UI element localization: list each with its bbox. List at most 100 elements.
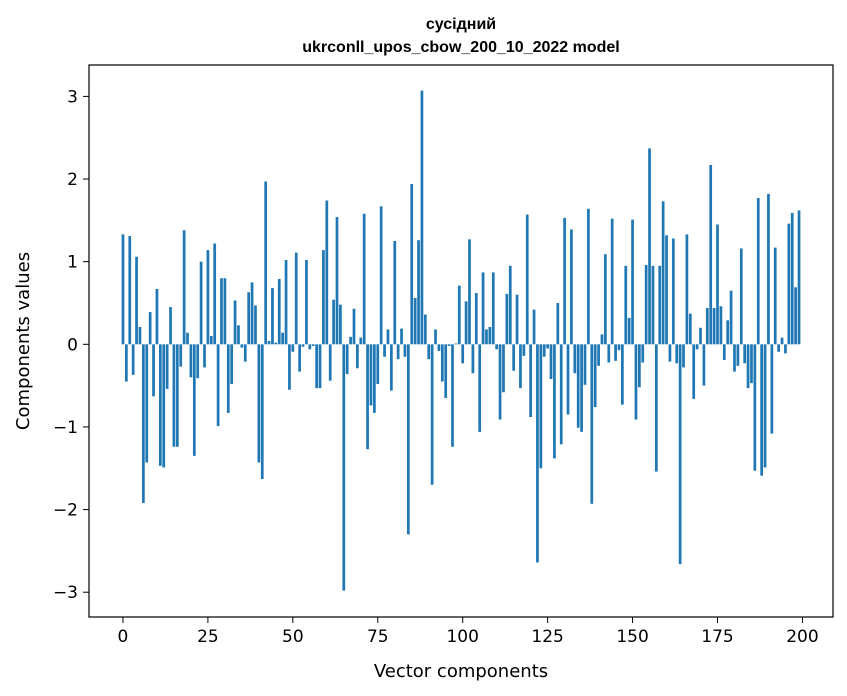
bar-134	[576, 344, 580, 428]
bar-139	[593, 344, 597, 408]
bar-171	[702, 344, 706, 386]
bar-59	[322, 250, 325, 345]
bar-9	[152, 344, 155, 397]
x-tick-label: 150	[616, 627, 648, 647]
bar-53	[301, 344, 305, 347]
bar-45	[274, 342, 278, 345]
bar-121	[532, 309, 536, 345]
bar-115	[512, 344, 516, 371]
y-tick-label: 3	[67, 87, 78, 107]
bar-8	[148, 312, 152, 345]
bar-86	[413, 298, 417, 345]
bar-109	[491, 272, 495, 345]
bar-40	[257, 344, 261, 463]
bar-185	[750, 344, 753, 384]
bar-126	[549, 344, 553, 380]
bar-13	[165, 344, 169, 389]
bar-21	[192, 344, 196, 456]
bar-164	[678, 344, 682, 565]
x-tick-label: 175	[701, 627, 733, 647]
bar-130	[563, 217, 566, 345]
bar-146	[617, 344, 621, 351]
bar-41	[260, 344, 264, 479]
bar-2	[128, 236, 132, 345]
bar-29	[220, 278, 223, 345]
bar-84	[406, 344, 410, 535]
bar-140	[597, 344, 600, 366]
bar-85	[410, 183, 414, 345]
bar-36	[243, 344, 247, 362]
bar-176	[719, 306, 723, 345]
bar-5	[138, 326, 142, 345]
bar-165	[682, 344, 685, 368]
bar-56	[311, 344, 315, 346]
bar-47	[281, 332, 284, 345]
bar-42	[264, 181, 268, 345]
bar-158	[658, 265, 662, 345]
bar-52	[298, 344, 301, 372]
bar-133	[573, 344, 577, 374]
bar-152	[638, 344, 641, 388]
bar-43	[267, 341, 271, 345]
bar-175	[716, 224, 719, 345]
bar-44	[271, 288, 274, 345]
bar-97	[451, 344, 454, 447]
bar-169	[695, 344, 699, 350]
bar-81	[396, 344, 400, 360]
bar-6	[142, 344, 145, 503]
bar-90	[427, 344, 431, 360]
bar-31	[226, 344, 230, 413]
bar-174	[712, 307, 716, 345]
bar-156	[651, 265, 655, 345]
x-tick-label: 75	[367, 627, 389, 647]
bar-110	[495, 344, 499, 350]
bar-180	[733, 344, 736, 372]
bar-91	[430, 344, 434, 485]
bar-154	[644, 264, 648, 345]
bar-69	[356, 344, 359, 369]
bar-113	[505, 293, 509, 345]
bar-64	[339, 304, 342, 345]
bar-186	[753, 344, 757, 471]
bar-74	[373, 344, 376, 413]
bar-136	[583, 344, 587, 385]
bar-172	[705, 307, 709, 345]
bar-23	[199, 261, 203, 345]
bar-160	[665, 235, 668, 345]
bar-73	[369, 344, 373, 406]
bar-15	[172, 344, 176, 447]
bar-198	[794, 287, 797, 345]
bar-190	[767, 193, 770, 345]
x-tick-label: 125	[531, 627, 563, 647]
bar-49	[288, 344, 291, 390]
x-tick-label: 50	[282, 627, 304, 647]
bar-177	[722, 344, 726, 361]
bar-10	[155, 288, 159, 345]
bar-194	[780, 337, 784, 345]
bar-135	[580, 344, 583, 432]
bar-93	[437, 344, 441, 351]
bar-60	[325, 200, 329, 345]
bar-27	[213, 243, 217, 345]
bar-57	[315, 344, 318, 389]
bar-144	[610, 218, 614, 345]
bar-116	[515, 294, 519, 345]
y-tick-label: −3	[53, 583, 78, 603]
bar-181	[736, 344, 740, 366]
y-tick-label: 0	[67, 335, 78, 355]
bar-184	[746, 344, 750, 389]
bar-120	[529, 344, 532, 418]
bar-11	[158, 344, 162, 466]
bar-149	[627, 317, 631, 345]
bar-48	[284, 260, 288, 345]
bar-178	[726, 320, 730, 345]
bar-96	[447, 344, 451, 346]
bar-34	[237, 325, 240, 345]
bar-104	[474, 293, 478, 345]
bar-196	[787, 223, 791, 345]
bar-35	[240, 344, 244, 348]
y-tick-label: 2	[67, 170, 78, 190]
bar-142	[604, 254, 607, 345]
bar-28	[216, 344, 220, 427]
bar-0	[121, 234, 125, 345]
